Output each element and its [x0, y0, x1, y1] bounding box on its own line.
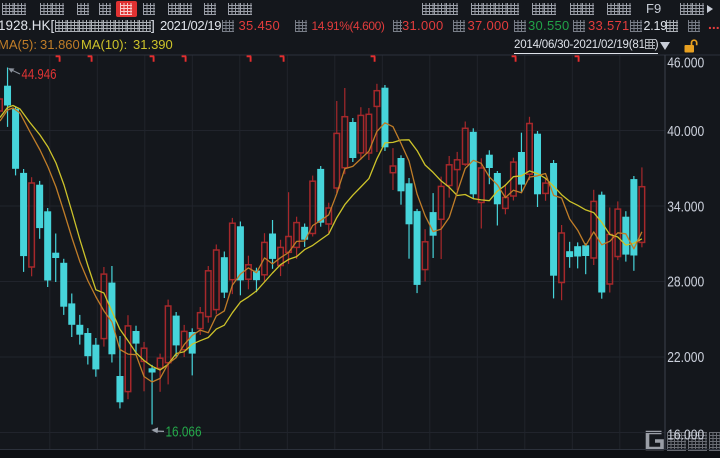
- svg-text:44.946: 44.946: [22, 66, 57, 83]
- svg-text:40.000: 40.000: [667, 124, 704, 140]
- svg-text:16.066: 16.066: [166, 425, 202, 441]
- svg-text:22.000: 22.000: [667, 350, 704, 366]
- svg-text:16.000: 16.000: [667, 428, 704, 444]
- svg-text:34.000: 34.000: [667, 199, 704, 215]
- svg-text:46.000: 46.000: [667, 56, 704, 72]
- svg-text:28.000: 28.000: [667, 275, 704, 291]
